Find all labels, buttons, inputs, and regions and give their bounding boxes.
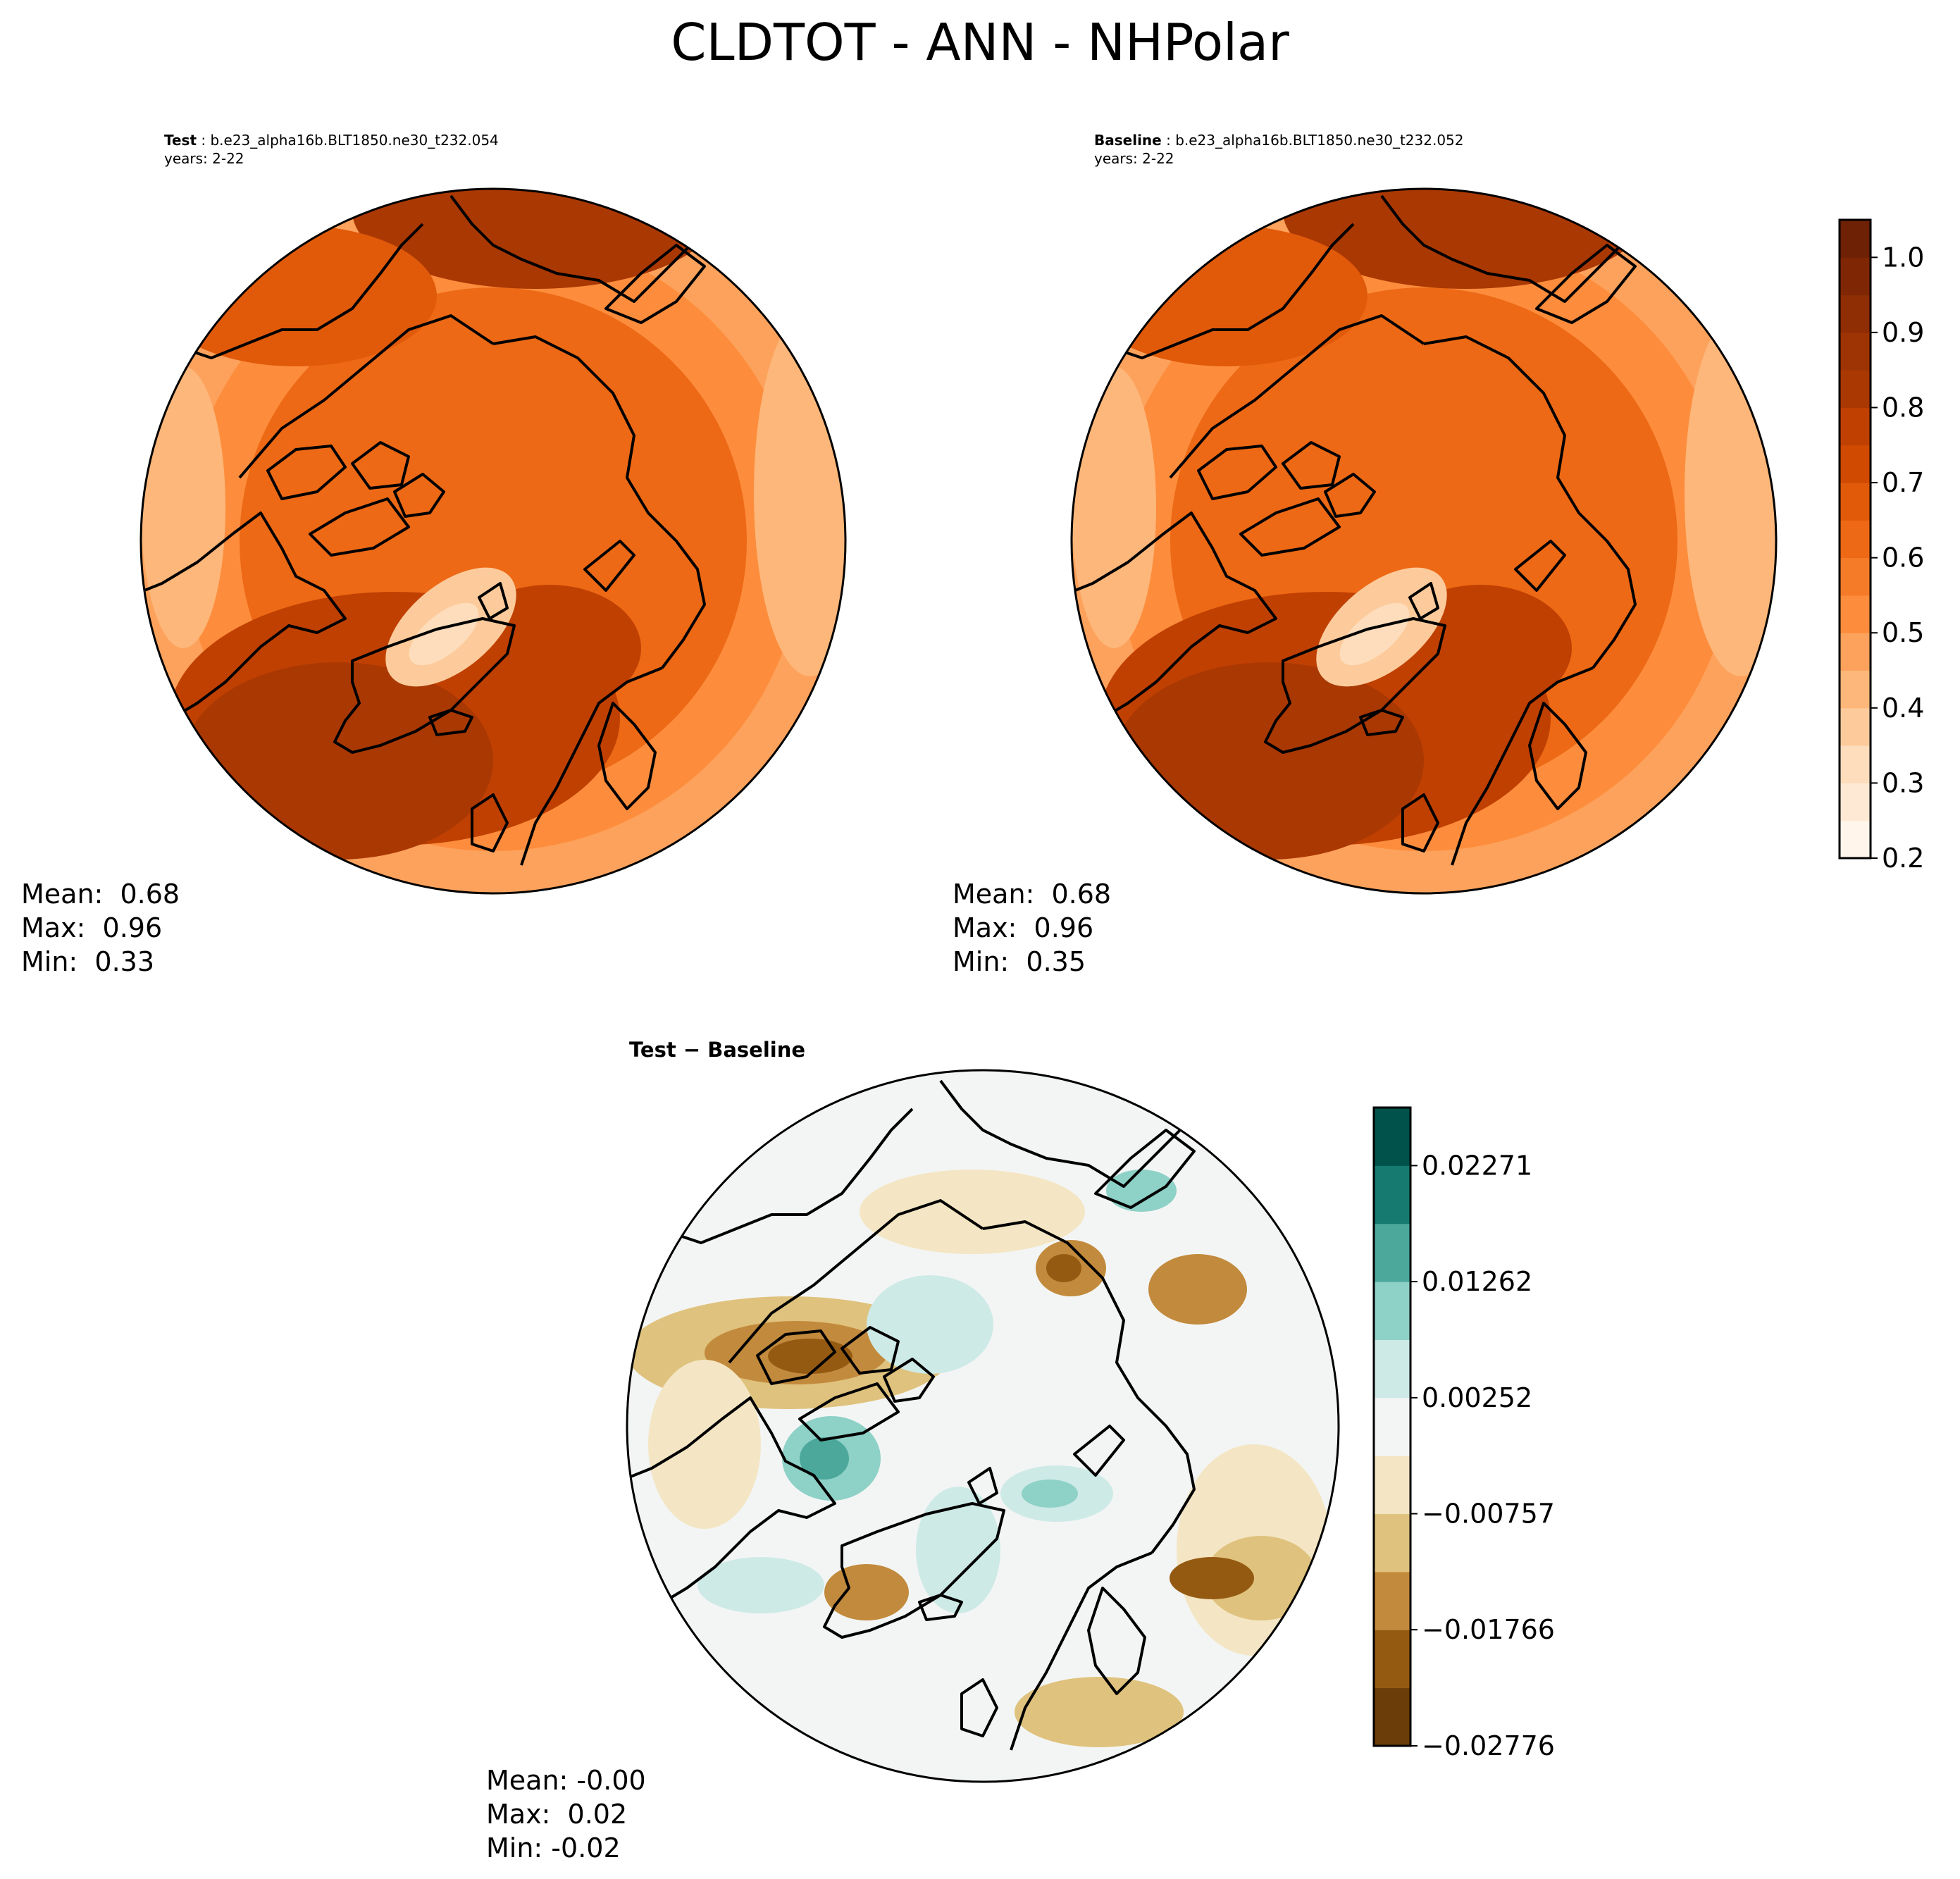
colorbar-diff-segment [1374, 1282, 1410, 1340]
diff-stats: Mean: -0.00 Max: 0.02 Min: -0.02 [486, 1763, 646, 1865]
colorbar-diff-segment [1374, 1456, 1410, 1515]
colorbar-main-tick-label: 0.3 [1882, 767, 1924, 798]
baseline-panel-title: Baseline : b.e23_alpha16b.BLT1850.ne30_t… [1094, 132, 1464, 167]
colorbar-diff: −0.02776 −0.01766 −0.00757 0.00252 0.01262 0.… [1372, 1106, 1555, 1761]
colorbar-main-segment [1840, 294, 1871, 333]
colorbar-main-segment [1840, 445, 1871, 483]
colorbar-main-tick-label: 1.0 [1882, 242, 1924, 273]
colorbar-diff-segment [1374, 1571, 1410, 1630]
test-map [139, 187, 847, 895]
colorbar-main-tick-label: 0.4 [1882, 693, 1924, 724]
colorbar-main-segment [1840, 257, 1871, 296]
colorbar-main-segment [1840, 332, 1871, 371]
test-case-name: b.e23_alpha16b.BLT1850.ne30_t232.054 [210, 132, 499, 149]
colorbar-diff-segment [1374, 1687, 1410, 1747]
colorbar-diff-tick-label: −0.00757 [1422, 1499, 1555, 1530]
baseline-max: Max: 0.96 [953, 912, 1094, 943]
colorbar-diff-tick-label: 0.01262 [1422, 1266, 1532, 1297]
colorbar-main-segment [1840, 557, 1871, 596]
test-mean: Mean: 0.68 [21, 879, 180, 910]
colorbar-main-tick-label: 0.8 [1882, 392, 1924, 423]
colorbar-diff-tick-label: 0.02271 [1422, 1150, 1532, 1181]
colorbar-main-tick-label: 0.5 [1882, 617, 1924, 648]
colorbar-diff-segment [1374, 1339, 1410, 1399]
colorbar-diff-tick-label: −0.01766 [1422, 1614, 1555, 1645]
colorbar-diff-segment [1374, 1223, 1410, 1282]
colorbar-main-segment [1840, 220, 1871, 258]
test-panel-title: Test : b.e23_alpha16b.BLT1850.ne30_t232.… [164, 132, 499, 167]
colorbar-main-segment [1840, 670, 1871, 709]
baseline-years: years: 2-22 [1094, 150, 1174, 167]
test-max: Max: 0.96 [21, 912, 163, 943]
colorbar-main-segment [1840, 820, 1871, 859]
colorbar-diff-frame [1372, 1106, 1412, 1747]
baseline-map [1070, 187, 1778, 895]
baseline-case-name: b.e23_alpha16b.BLT1850.ne30_t232.052 [1175, 132, 1464, 149]
colorbar-diff-segment [1374, 1108, 1410, 1166]
test-min: Min: 0.33 [21, 946, 154, 977]
colorbar-diff-tick-label: −0.02776 [1422, 1730, 1555, 1761]
colorbar-diff-segment [1374, 1630, 1410, 1689]
colorbar-main-tick-label: 0.2 [1882, 843, 1924, 874]
colorbar-main-segment [1840, 520, 1871, 559]
diff-min: Min: -0.02 [486, 1833, 621, 1864]
colorbar-main-segment [1840, 633, 1871, 671]
colorbar-diff-segment [1374, 1397, 1410, 1456]
test-stats: Mean: 0.68 Max: 0.96 Min: 0.33 [21, 877, 180, 979]
diff-max: Max: 0.02 [486, 1799, 628, 1830]
colorbar-main-segment [1840, 483, 1871, 521]
colorbar-main-segment [1840, 407, 1871, 446]
colorbar-main-segment [1840, 783, 1871, 821]
colorbar-diff-tick-label: 0.00252 [1422, 1382, 1532, 1413]
colorbar-main-segment [1840, 707, 1871, 746]
colorbar-main-tick-label: 0.6 [1882, 542, 1924, 573]
diff-panel-title: Test − Baseline [629, 1038, 806, 1062]
colorbar-diff-segment [1374, 1513, 1410, 1573]
test-label: Test [164, 132, 197, 149]
diff-map [626, 1069, 1340, 1783]
figure-title: CLDTOT - ANN - NHPolar [671, 13, 1289, 72]
colorbar-main-frame [1838, 218, 1872, 860]
baseline-min: Min: 0.35 [953, 946, 1086, 977]
baseline-mean: Mean: 0.68 [953, 879, 1112, 910]
colorbar-diff-segment [1374, 1165, 1410, 1224]
diff-mean: Mean: -0.00 [486, 1765, 646, 1796]
colorbar-main-segment [1840, 595, 1871, 633]
colorbar-main-segment [1840, 745, 1871, 783]
test-years: years: 2-22 [164, 150, 244, 167]
baseline-label: Baseline [1094, 132, 1162, 149]
colorbar-main-tick-label: 0.9 [1882, 317, 1924, 348]
colorbar-main: 0.2 0.3 0.4 0.5 0.6 0.7 0.8 0.9 1.0 [1838, 218, 1924, 874]
colorbar-main-tick-label: 0.7 [1882, 467, 1924, 498]
baseline-stats: Mean: 0.68 Max: 0.96 Min: 0.35 [953, 877, 1111, 979]
colorbar-main-segment [1840, 370, 1871, 408]
